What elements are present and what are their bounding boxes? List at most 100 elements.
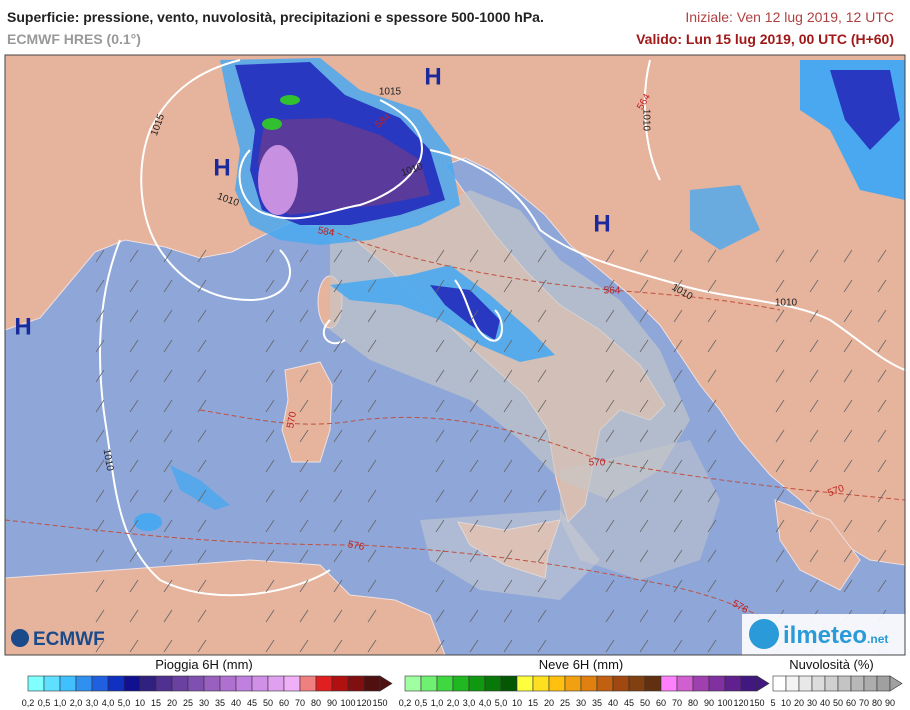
wind-barb (707, 369, 717, 383)
legend-tick-label: 2,0 (70, 698, 83, 708)
wind-barb (707, 609, 717, 623)
wind-barb (809, 399, 819, 413)
legend-swatch (299, 675, 317, 692)
ilmeteo-logo: ilmeteo.net (742, 614, 905, 655)
wind-barb (877, 549, 887, 563)
wind-barb (163, 309, 173, 323)
wind-barb (163, 549, 173, 563)
ilmeteo-suffix: .net (867, 632, 888, 646)
wind-barb (95, 249, 105, 263)
legend-swatch (798, 675, 813, 692)
wind-barb (673, 549, 683, 563)
wind-barb (197, 549, 207, 563)
wind-barb (299, 369, 309, 383)
wind-barb (299, 549, 309, 563)
wind-barb (367, 249, 377, 263)
legend-title: Pioggia 6H (mm) (155, 657, 253, 672)
wind-barb (503, 309, 513, 323)
legend-tick-label: 40 (608, 698, 618, 708)
wind-barb (707, 639, 717, 653)
legend-tick-label: 150 (749, 698, 764, 708)
wind-barb (537, 609, 547, 623)
wind-barb (775, 309, 785, 323)
wind-barb (367, 609, 377, 623)
wind-barb (469, 609, 479, 623)
wind-barb (605, 459, 615, 473)
map-frame (4, 54, 906, 656)
wind-barb (333, 609, 343, 623)
wind-barb (673, 489, 683, 503)
wind-barb (503, 519, 513, 533)
wind-barb (673, 609, 683, 623)
wind-barb (197, 519, 207, 533)
legend-tick-label: 4,0 (479, 698, 492, 708)
wind-barb (605, 429, 615, 443)
wind-barb (469, 309, 479, 323)
legend-tick-label: 45 (247, 698, 257, 708)
legend-swatch (203, 675, 221, 692)
wind-barb (299, 249, 309, 263)
wind-barb (639, 279, 649, 293)
legend-tick-label: 100 (717, 698, 732, 708)
legend-title: Nuvolosità (%) (789, 657, 874, 672)
wind-barb (809, 249, 819, 263)
legend-swatch (91, 675, 109, 692)
wind-barb (707, 459, 717, 473)
wind-barb (809, 279, 819, 293)
legend-swatch (139, 675, 157, 692)
wind-barb (197, 639, 207, 653)
wind-barb (367, 549, 377, 563)
wind-barb (265, 279, 275, 293)
wind-barb (877, 249, 887, 263)
wind-barb (605, 549, 615, 563)
wind-barb (129, 249, 139, 263)
legend-swatch (548, 675, 566, 692)
wind-barb (469, 369, 479, 383)
legend-swatch (612, 675, 630, 692)
wind-barb (265, 459, 275, 473)
wind-barb (265, 579, 275, 593)
legend-swatch (404, 675, 422, 692)
wind-barb (673, 429, 683, 443)
wind-barb (503, 579, 513, 593)
wind-barb (707, 249, 717, 263)
wind-barb (95, 489, 105, 503)
legend-swatch (468, 675, 486, 692)
wind-barb (673, 579, 683, 593)
legend-swatch (59, 675, 77, 692)
wind-barb (367, 579, 377, 593)
wind-barb (163, 249, 173, 263)
wind-barb (503, 549, 513, 563)
wind-barb (775, 489, 785, 503)
wind-barb (197, 429, 207, 443)
ecmwf-logo: ECMWF (11, 629, 105, 650)
wind-barb (265, 399, 275, 413)
legend-arrow (379, 675, 393, 692)
wind-barb (537, 519, 547, 533)
wind-barb (605, 579, 615, 593)
wind-barb (843, 489, 853, 503)
wind-barb (639, 549, 649, 563)
legend-tick-label: 60 (656, 698, 666, 708)
legend-tick-label: 2,0 (447, 698, 460, 708)
wind-barb (367, 399, 377, 413)
wind-barb (129, 309, 139, 323)
wind-barb (367, 429, 377, 443)
snow (262, 118, 282, 130)
wind-barb (197, 249, 207, 263)
wind-barb (877, 519, 887, 533)
wind-barb (299, 579, 309, 593)
precip-light (134, 513, 162, 531)
wind-barb (129, 369, 139, 383)
wind-barb (537, 429, 547, 443)
wind-barb (299, 609, 309, 623)
wind-barb (299, 339, 309, 353)
wind-barb (639, 489, 649, 503)
legend-tick-label: 3,0 (463, 698, 476, 708)
legend-swatch (660, 675, 678, 692)
wind-barb (163, 639, 173, 653)
wind-barb (299, 429, 309, 443)
legend-tick-label: 0,5 (415, 698, 428, 708)
legend-swatch (155, 675, 173, 692)
legend-tick-label: 80 (688, 698, 698, 708)
